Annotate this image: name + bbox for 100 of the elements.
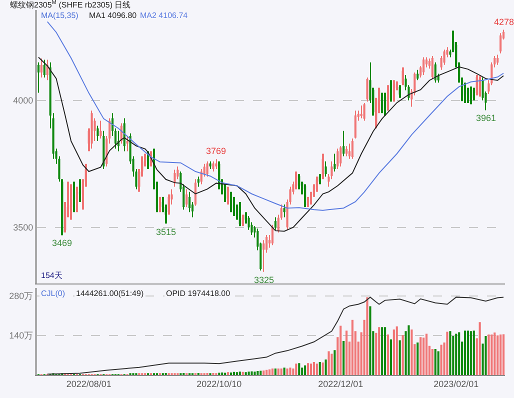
bar bbox=[464, 330, 466, 375]
bar bbox=[470, 331, 472, 375]
bar bbox=[455, 334, 458, 375]
x-tick-label: 2023/02/01 bbox=[434, 378, 479, 389]
bar bbox=[384, 327, 386, 375]
bar bbox=[378, 327, 380, 375]
x-tick-label: 2022/08/01 bbox=[66, 378, 112, 389]
bar bbox=[238, 372, 241, 375]
bar bbox=[334, 350, 336, 375]
bar bbox=[283, 368, 286, 375]
bar bbox=[316, 364, 318, 375]
bar bbox=[434, 348, 436, 375]
bar bbox=[381, 327, 384, 375]
annotation: 154天 bbox=[41, 271, 62, 280]
bar bbox=[286, 368, 288, 375]
bar bbox=[440, 344, 442, 375]
bar bbox=[221, 372, 224, 375]
bar bbox=[502, 334, 505, 375]
bar bbox=[398, 340, 401, 375]
bar bbox=[449, 331, 452, 375]
bar bbox=[232, 372, 236, 375]
bar bbox=[274, 368, 276, 375]
bar bbox=[295, 364, 298, 375]
bar bbox=[431, 348, 434, 375]
bar bbox=[396, 326, 398, 375]
bar bbox=[494, 332, 496, 375]
line-series bbox=[46, 296, 504, 375]
annotation: OPID 1974418.00 bbox=[166, 289, 231, 298]
bar bbox=[322, 362, 324, 375]
candlestick bbox=[78, 179, 81, 202]
bar bbox=[496, 335, 499, 375]
bar bbox=[242, 372, 244, 375]
y-tick-label: 3500 bbox=[13, 222, 34, 233]
bar bbox=[466, 330, 470, 375]
bar bbox=[425, 334, 428, 375]
bar bbox=[280, 368, 282, 375]
bar bbox=[260, 370, 262, 375]
bar bbox=[289, 368, 292, 375]
bar bbox=[490, 334, 493, 375]
bar bbox=[310, 364, 312, 375]
bar bbox=[330, 354, 333, 375]
bar bbox=[472, 330, 475, 375]
bar bbox=[250, 371, 253, 375]
bar bbox=[488, 334, 490, 375]
annotation: 1444261.00(51:49) bbox=[76, 289, 144, 298]
bar bbox=[236, 372, 238, 375]
bar bbox=[230, 372, 232, 375]
bar bbox=[340, 326, 342, 375]
bar bbox=[318, 362, 321, 375]
x-tick-label: 2022/12/01 bbox=[318, 378, 364, 389]
bar bbox=[351, 320, 354, 375]
bar bbox=[254, 372, 256, 375]
bar bbox=[422, 338, 425, 375]
annotation: 3469 bbox=[52, 238, 72, 248]
bar bbox=[458, 332, 460, 375]
bar bbox=[256, 371, 259, 375]
bar bbox=[227, 372, 230, 375]
bar bbox=[408, 325, 410, 375]
chart-title: 螺纹钢2305$^{M}$ (SHFE rb2305) 日线 bbox=[10, 0, 131, 10]
bar bbox=[277, 368, 280, 375]
annotation: 4278 bbox=[494, 17, 514, 27]
annotation: 3325 bbox=[254, 275, 274, 285]
bar bbox=[484, 336, 487, 375]
bar bbox=[324, 359, 327, 375]
bar bbox=[328, 351, 330, 375]
annotation: 3515 bbox=[156, 227, 176, 237]
text: MA2 4106.74 bbox=[140, 11, 188, 20]
annotation: 3961 bbox=[476, 113, 496, 123]
bar bbox=[410, 329, 413, 375]
bar bbox=[446, 332, 448, 375]
bar bbox=[478, 322, 481, 375]
bar bbox=[306, 363, 310, 375]
bar bbox=[366, 297, 368, 375]
bar bbox=[345, 330, 348, 375]
y-tick-label: 140万 bbox=[9, 330, 34, 341]
y-tick-label: 4000 bbox=[13, 96, 34, 106]
annotation: 3769 bbox=[206, 146, 226, 156]
y-tick-label: 280万 bbox=[9, 290, 34, 301]
bar bbox=[248, 372, 250, 375]
bar bbox=[392, 329, 395, 375]
bar bbox=[500, 334, 502, 375]
bar bbox=[312, 362, 315, 375]
bar bbox=[416, 342, 419, 375]
bar bbox=[386, 334, 390, 375]
bar bbox=[268, 369, 271, 375]
bar bbox=[298, 363, 300, 375]
bar bbox=[420, 337, 422, 375]
bar bbox=[369, 306, 372, 375]
bar bbox=[271, 368, 274, 375]
bar bbox=[244, 372, 247, 375]
bar bbox=[402, 335, 404, 375]
bar bbox=[262, 370, 265, 375]
annotation: MA(15,35) bbox=[41, 11, 79, 20]
text: MA1 4096.80 bbox=[89, 11, 138, 20]
x-tick-label: 2022/10/10 bbox=[196, 378, 242, 389]
bar bbox=[390, 339, 392, 375]
bar bbox=[304, 365, 306, 375]
bar bbox=[266, 370, 268, 375]
annotation: CJL(0) bbox=[41, 289, 66, 298]
bar bbox=[437, 351, 440, 375]
